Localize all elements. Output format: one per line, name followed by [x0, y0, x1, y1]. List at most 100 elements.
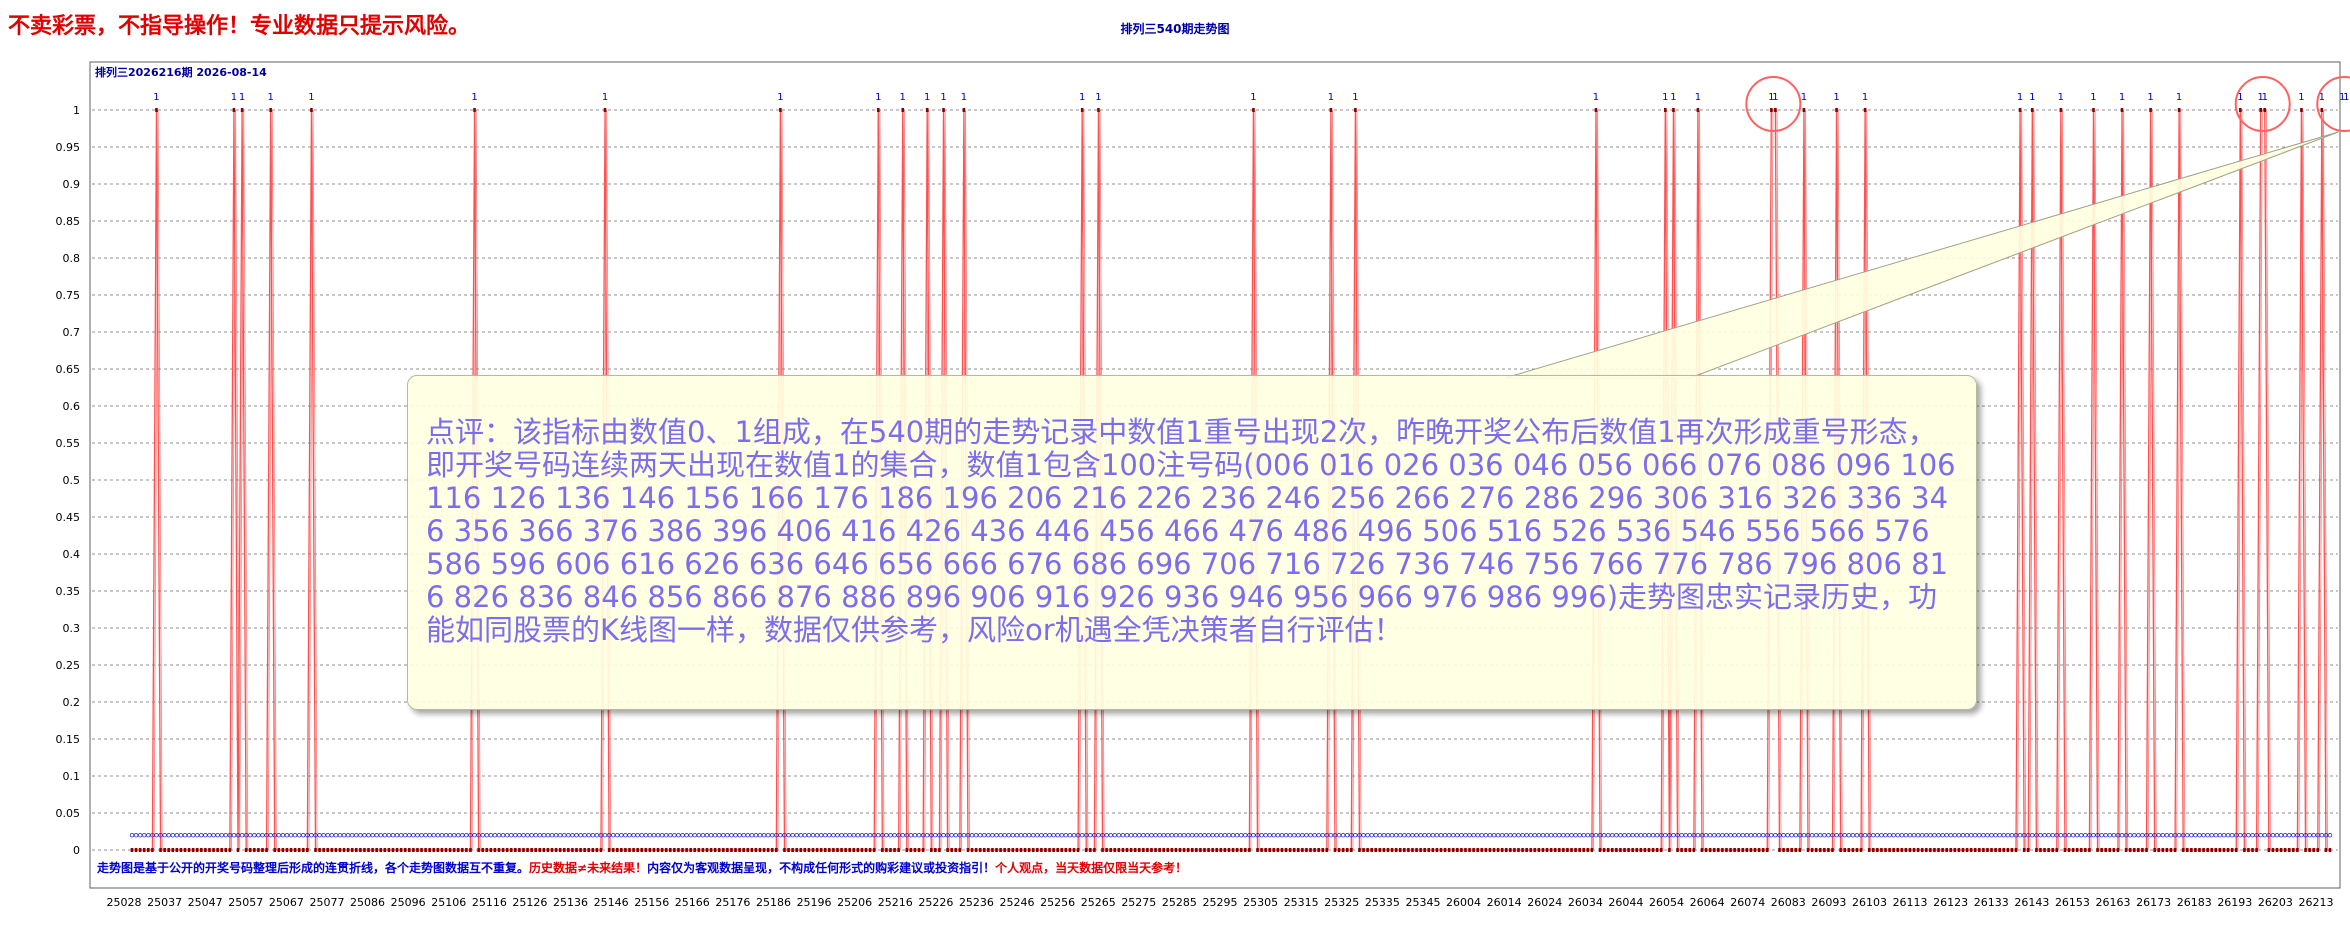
x-axis: 25028 25037 25047 25057 25067 25077 25086 25096… — [107, 896, 2334, 909]
data-point — [1647, 848, 1651, 852]
low-marker — [284, 833, 290, 838]
data-point — [1969, 848, 1973, 852]
data-point — [338, 848, 342, 852]
data-point — [1398, 848, 1402, 852]
low-marker — [1777, 833, 1782, 838]
data-point — [1949, 848, 1953, 852]
data-point — [310, 108, 313, 112]
data-point — [244, 848, 248, 852]
data-point — [730, 848, 733, 852]
data-point — [1615, 848, 1618, 852]
data-point — [1835, 108, 1838, 112]
low-marker — [1296, 833, 1301, 838]
low-marker — [867, 833, 873, 838]
low-marker — [2242, 833, 2247, 838]
data-point — [1223, 848, 1227, 852]
data-point — [171, 848, 175, 852]
data-point — [2149, 108, 2152, 112]
low-marker — [1120, 833, 1126, 838]
low-marker — [994, 833, 999, 838]
low-marker — [2107, 833, 2112, 838]
low-marker — [1981, 833, 1986, 838]
low-marker — [2307, 833, 2312, 838]
data-point — [738, 848, 741, 852]
low-marker — [2038, 833, 2043, 838]
low-marker — [2246, 833, 2251, 838]
data-point — [1794, 848, 1798, 852]
peak-label: 1 — [153, 92, 159, 103]
low-marker — [639, 833, 644, 838]
y-tick-label: 0.55 — [56, 437, 81, 450]
data-point — [852, 848, 856, 852]
data-point — [2124, 848, 2128, 852]
low-marker — [1234, 833, 1240, 838]
y-tick-label: 0.95 — [56, 141, 81, 154]
data-point — [1867, 848, 1871, 852]
low-marker — [953, 833, 958, 838]
low-marker — [2119, 833, 2125, 838]
data-point — [950, 848, 953, 852]
low-marker — [721, 833, 726, 838]
peak-label: 1 — [2058, 92, 2064, 103]
low-marker — [1585, 833, 1591, 838]
data-point — [1888, 848, 1891, 852]
low-marker — [1903, 833, 1909, 838]
data-point — [685, 848, 688, 852]
data-point — [881, 848, 884, 852]
low-marker — [1707, 833, 1713, 838]
low-marker — [570, 833, 575, 838]
data-point — [615, 848, 619, 852]
low-marker — [1801, 833, 1807, 838]
peak-label: 1 — [1670, 92, 1676, 103]
low-marker — [1813, 833, 1819, 838]
low-marker — [2229, 833, 2235, 838]
data-point — [342, 848, 346, 852]
data-point — [1125, 848, 1129, 852]
peak-label: 1 — [924, 92, 930, 103]
x-tick-label: 25265 — [1081, 896, 1116, 909]
low-marker — [2258, 833, 2263, 838]
peak-label: 1 — [2257, 92, 2263, 103]
low-marker — [146, 833, 151, 838]
data-point — [1170, 848, 1174, 852]
data-point — [1076, 848, 1080, 852]
low-marker — [2148, 833, 2153, 838]
data-point — [929, 848, 933, 852]
low-marker — [1173, 833, 1179, 838]
data-point — [167, 848, 171, 852]
data-point — [538, 848, 542, 852]
low-marker — [1968, 833, 1974, 838]
data-point — [1239, 848, 1243, 852]
low-marker — [1116, 833, 1122, 838]
low-marker — [468, 833, 473, 838]
data-point — [497, 848, 501, 852]
data-point — [440, 848, 444, 852]
low-marker — [2217, 833, 2223, 838]
data-point — [770, 848, 774, 852]
low-marker — [2115, 833, 2121, 838]
data-point — [1349, 848, 1353, 852]
x-tick-label: 25325 — [1324, 896, 1359, 909]
data-point — [1566, 848, 1569, 852]
low-marker — [945, 833, 950, 838]
low-marker — [1499, 833, 1505, 838]
low-marker — [1842, 833, 1847, 838]
data-point — [660, 848, 664, 852]
data-point — [371, 848, 374, 852]
data-point — [224, 848, 228, 852]
low-marker — [256, 833, 261, 838]
peak-label: 1 — [2119, 92, 2125, 103]
data-point — [1011, 848, 1015, 852]
y-tick-label: 0.9 — [63, 178, 81, 191]
low-marker — [366, 833, 371, 838]
x-tick-label: 26143 — [2014, 896, 2049, 909]
low-marker — [1079, 833, 1085, 838]
data-point — [1741, 848, 1745, 852]
low-marker — [1760, 833, 1766, 838]
data-point — [978, 848, 982, 852]
low-marker — [1357, 833, 1362, 838]
low-marker — [2172, 833, 2178, 838]
peak-label: 1 — [2319, 92, 2325, 103]
data-point — [705, 848, 709, 852]
data-point — [2071, 848, 2075, 852]
